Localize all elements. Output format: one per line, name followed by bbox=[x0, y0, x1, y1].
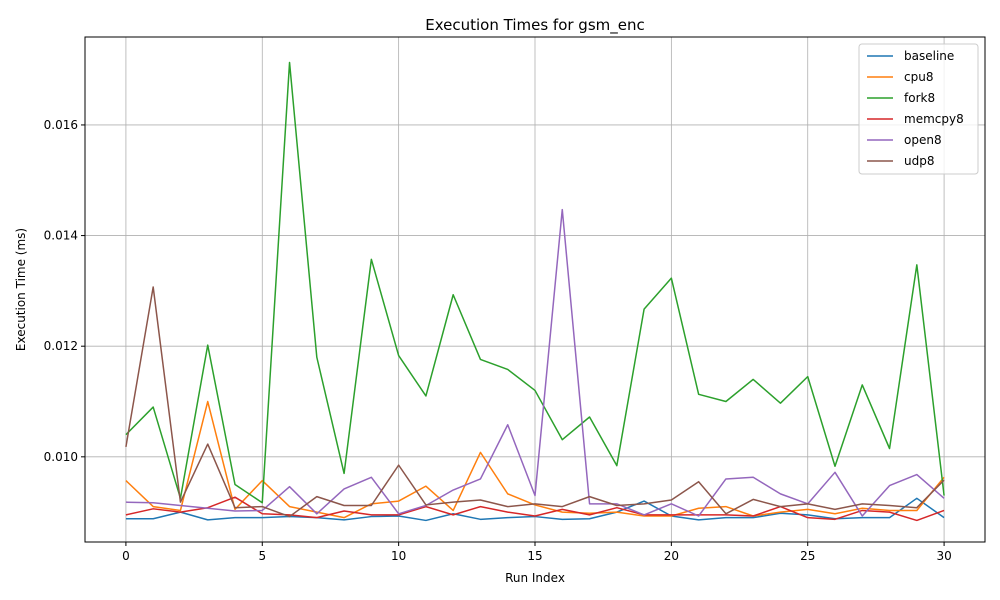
x-tick-label: 15 bbox=[527, 549, 542, 563]
legend: baseline cpu8 fork8 memcpy8 open8 udp8 bbox=[858, 43, 979, 175]
legend-label-udp8: udp8 bbox=[904, 154, 934, 168]
series-line-memcpy8 bbox=[125, 496, 945, 522]
x-tick-label: 30 bbox=[936, 549, 951, 563]
x-tick-label: 5 bbox=[258, 549, 266, 563]
y-tick-label: 0.014 bbox=[44, 229, 78, 243]
x-tick-label: 25 bbox=[800, 549, 815, 563]
x-tick-label: 0 bbox=[122, 549, 130, 563]
y-axis-label: Execution Time (ms) bbox=[14, 228, 28, 351]
x-tick-label: 20 bbox=[664, 549, 679, 563]
legend-label-open8: open8 bbox=[904, 133, 942, 147]
chart-title: Execution Times for gsm_enc bbox=[425, 16, 645, 35]
x-axis-label: Run Index bbox=[505, 571, 565, 585]
legend-label-fork8: fork8 bbox=[904, 91, 935, 105]
y-tick-label: 0.010 bbox=[44, 450, 78, 464]
legend-label-baseline: baseline bbox=[904, 49, 954, 63]
grid bbox=[85, 37, 985, 542]
y-tick-label: 0.012 bbox=[44, 339, 78, 353]
series-line-fork8 bbox=[125, 61, 945, 504]
axis-ticks: 0 5 10 15 20 25 30 0.010 0.012 0.014 0.016 bbox=[44, 118, 952, 563]
series-line-cpu8 bbox=[125, 400, 945, 519]
series-lines bbox=[125, 61, 945, 522]
legend-label-cpu8: cpu8 bbox=[904, 70, 933, 84]
y-tick-label: 0.016 bbox=[44, 118, 78, 132]
series-line-udp8 bbox=[125, 286, 945, 518]
legend-label-memcpy8: memcpy8 bbox=[904, 112, 964, 126]
x-tick-label: 10 bbox=[391, 549, 406, 563]
